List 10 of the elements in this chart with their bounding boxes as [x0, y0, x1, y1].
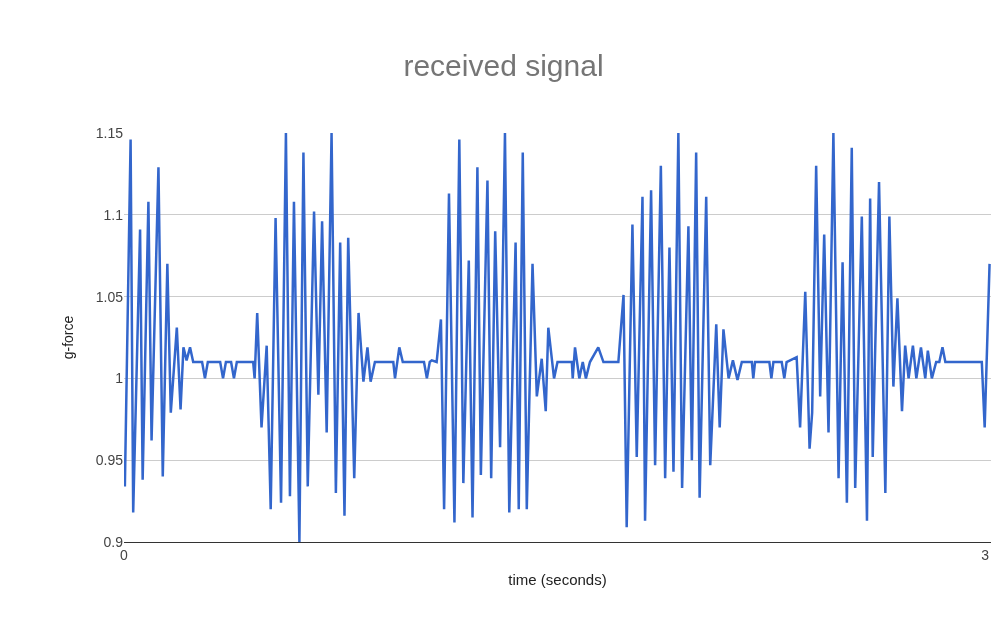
- y-tick-label: 1.1: [103, 206, 124, 223]
- y-tick-label: 1.15: [95, 124, 124, 141]
- y-tick-label: 1.05: [95, 288, 124, 305]
- x-tick-label: 3: [981, 546, 990, 563]
- x-axis-title: time (seconds): [508, 570, 607, 588]
- y-axis-title: g-force: [60, 315, 77, 360]
- chart-title: received signal: [403, 49, 604, 83]
- y-tick-label: 1: [115, 370, 124, 387]
- y-tick-label: 0.95: [95, 452, 124, 469]
- line-series: [124, 133, 991, 542]
